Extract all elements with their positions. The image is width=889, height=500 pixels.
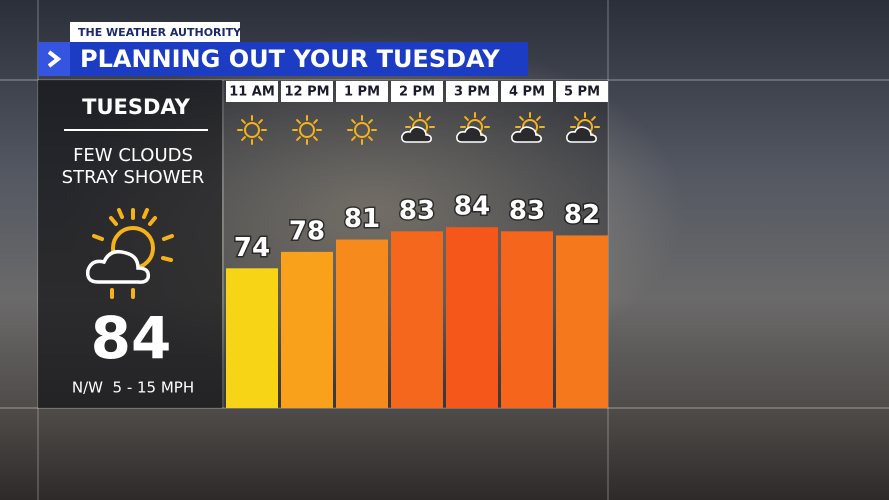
time-box <box>226 81 278 102</box>
time-label: 11 AM <box>229 85 275 100</box>
sun-ray <box>409 116 414 121</box>
sun <box>299 122 315 138</box>
value-label: 74 <box>234 233 270 263</box>
value-label: 83 <box>509 196 545 226</box>
summary-panel <box>38 80 222 408</box>
value-label: 78 <box>289 216 325 246</box>
sun-ray <box>368 119 373 124</box>
chevron-box <box>38 42 70 76</box>
hour-icon <box>347 115 377 145</box>
time-label: 5 PM <box>564 85 600 100</box>
title: PLANNING OUT YOUR TUESDAY <box>80 45 500 73</box>
hour-icon <box>401 112 435 143</box>
sun-ray <box>574 116 579 121</box>
condition: FEW CLOUDS <box>73 145 193 166</box>
bar <box>336 239 388 408</box>
sun-ray <box>258 119 263 124</box>
time-box <box>391 81 443 102</box>
time-label: 1 PM <box>344 85 380 100</box>
cloud <box>456 126 487 143</box>
day: TUESDAY <box>82 95 191 119</box>
sun <box>244 122 260 138</box>
sun-ray <box>258 136 263 141</box>
tag-box <box>70 22 240 42</box>
condition: STRAY SHOWER <box>62 167 205 188</box>
hour-icon <box>237 115 267 145</box>
hour-icon <box>292 115 322 145</box>
cloud <box>566 126 597 143</box>
sun <box>354 122 370 138</box>
time-label: 2 PM <box>399 85 435 100</box>
sun-ray <box>536 116 541 121</box>
value-label: 81 <box>344 204 380 234</box>
sun-ray <box>519 116 524 121</box>
time-box <box>501 81 553 102</box>
hour-icon <box>511 112 545 143</box>
time-label: 12 PM <box>284 85 329 100</box>
title-bar <box>38 42 528 76</box>
sun-ray <box>591 116 596 121</box>
sun-ray <box>351 136 356 141</box>
sun-ray <box>313 136 318 141</box>
bar <box>501 231 553 408</box>
high-temp: 84 <box>91 304 172 372</box>
value-label: 82 <box>564 200 600 230</box>
bar <box>446 227 498 408</box>
time-box <box>446 81 498 102</box>
sun-ray <box>426 116 431 121</box>
weather-icon <box>85 208 174 299</box>
sun-ray <box>241 136 246 141</box>
wind: N/W 5 - 15 MPH <box>72 379 194 397</box>
sun-ray <box>464 116 469 121</box>
sun-ray <box>296 136 301 141</box>
time-label: 3 PM <box>454 85 490 100</box>
value-label: 84 <box>454 192 490 222</box>
bar <box>226 268 278 408</box>
bar <box>556 235 608 408</box>
hour-icon <box>456 112 490 143</box>
time-box <box>556 81 608 102</box>
hour-icon <box>566 112 600 143</box>
sun-ray <box>313 119 318 124</box>
chevron <box>47 50 62 68</box>
time-label: 4 PM <box>509 85 545 100</box>
bar <box>391 231 443 408</box>
cloud <box>401 126 432 143</box>
time-box <box>336 81 388 102</box>
tag: THE WEATHER AUTHORITY <box>78 26 242 39</box>
bar <box>281 251 333 408</box>
sun-ray <box>296 119 301 124</box>
value-label: 83 <box>399 196 435 226</box>
sun-ray <box>241 119 246 124</box>
sun-ray <box>368 136 373 141</box>
time-box <box>281 81 333 102</box>
sun-ray <box>351 119 356 124</box>
cloud <box>511 126 542 143</box>
sun-ray <box>481 116 486 121</box>
